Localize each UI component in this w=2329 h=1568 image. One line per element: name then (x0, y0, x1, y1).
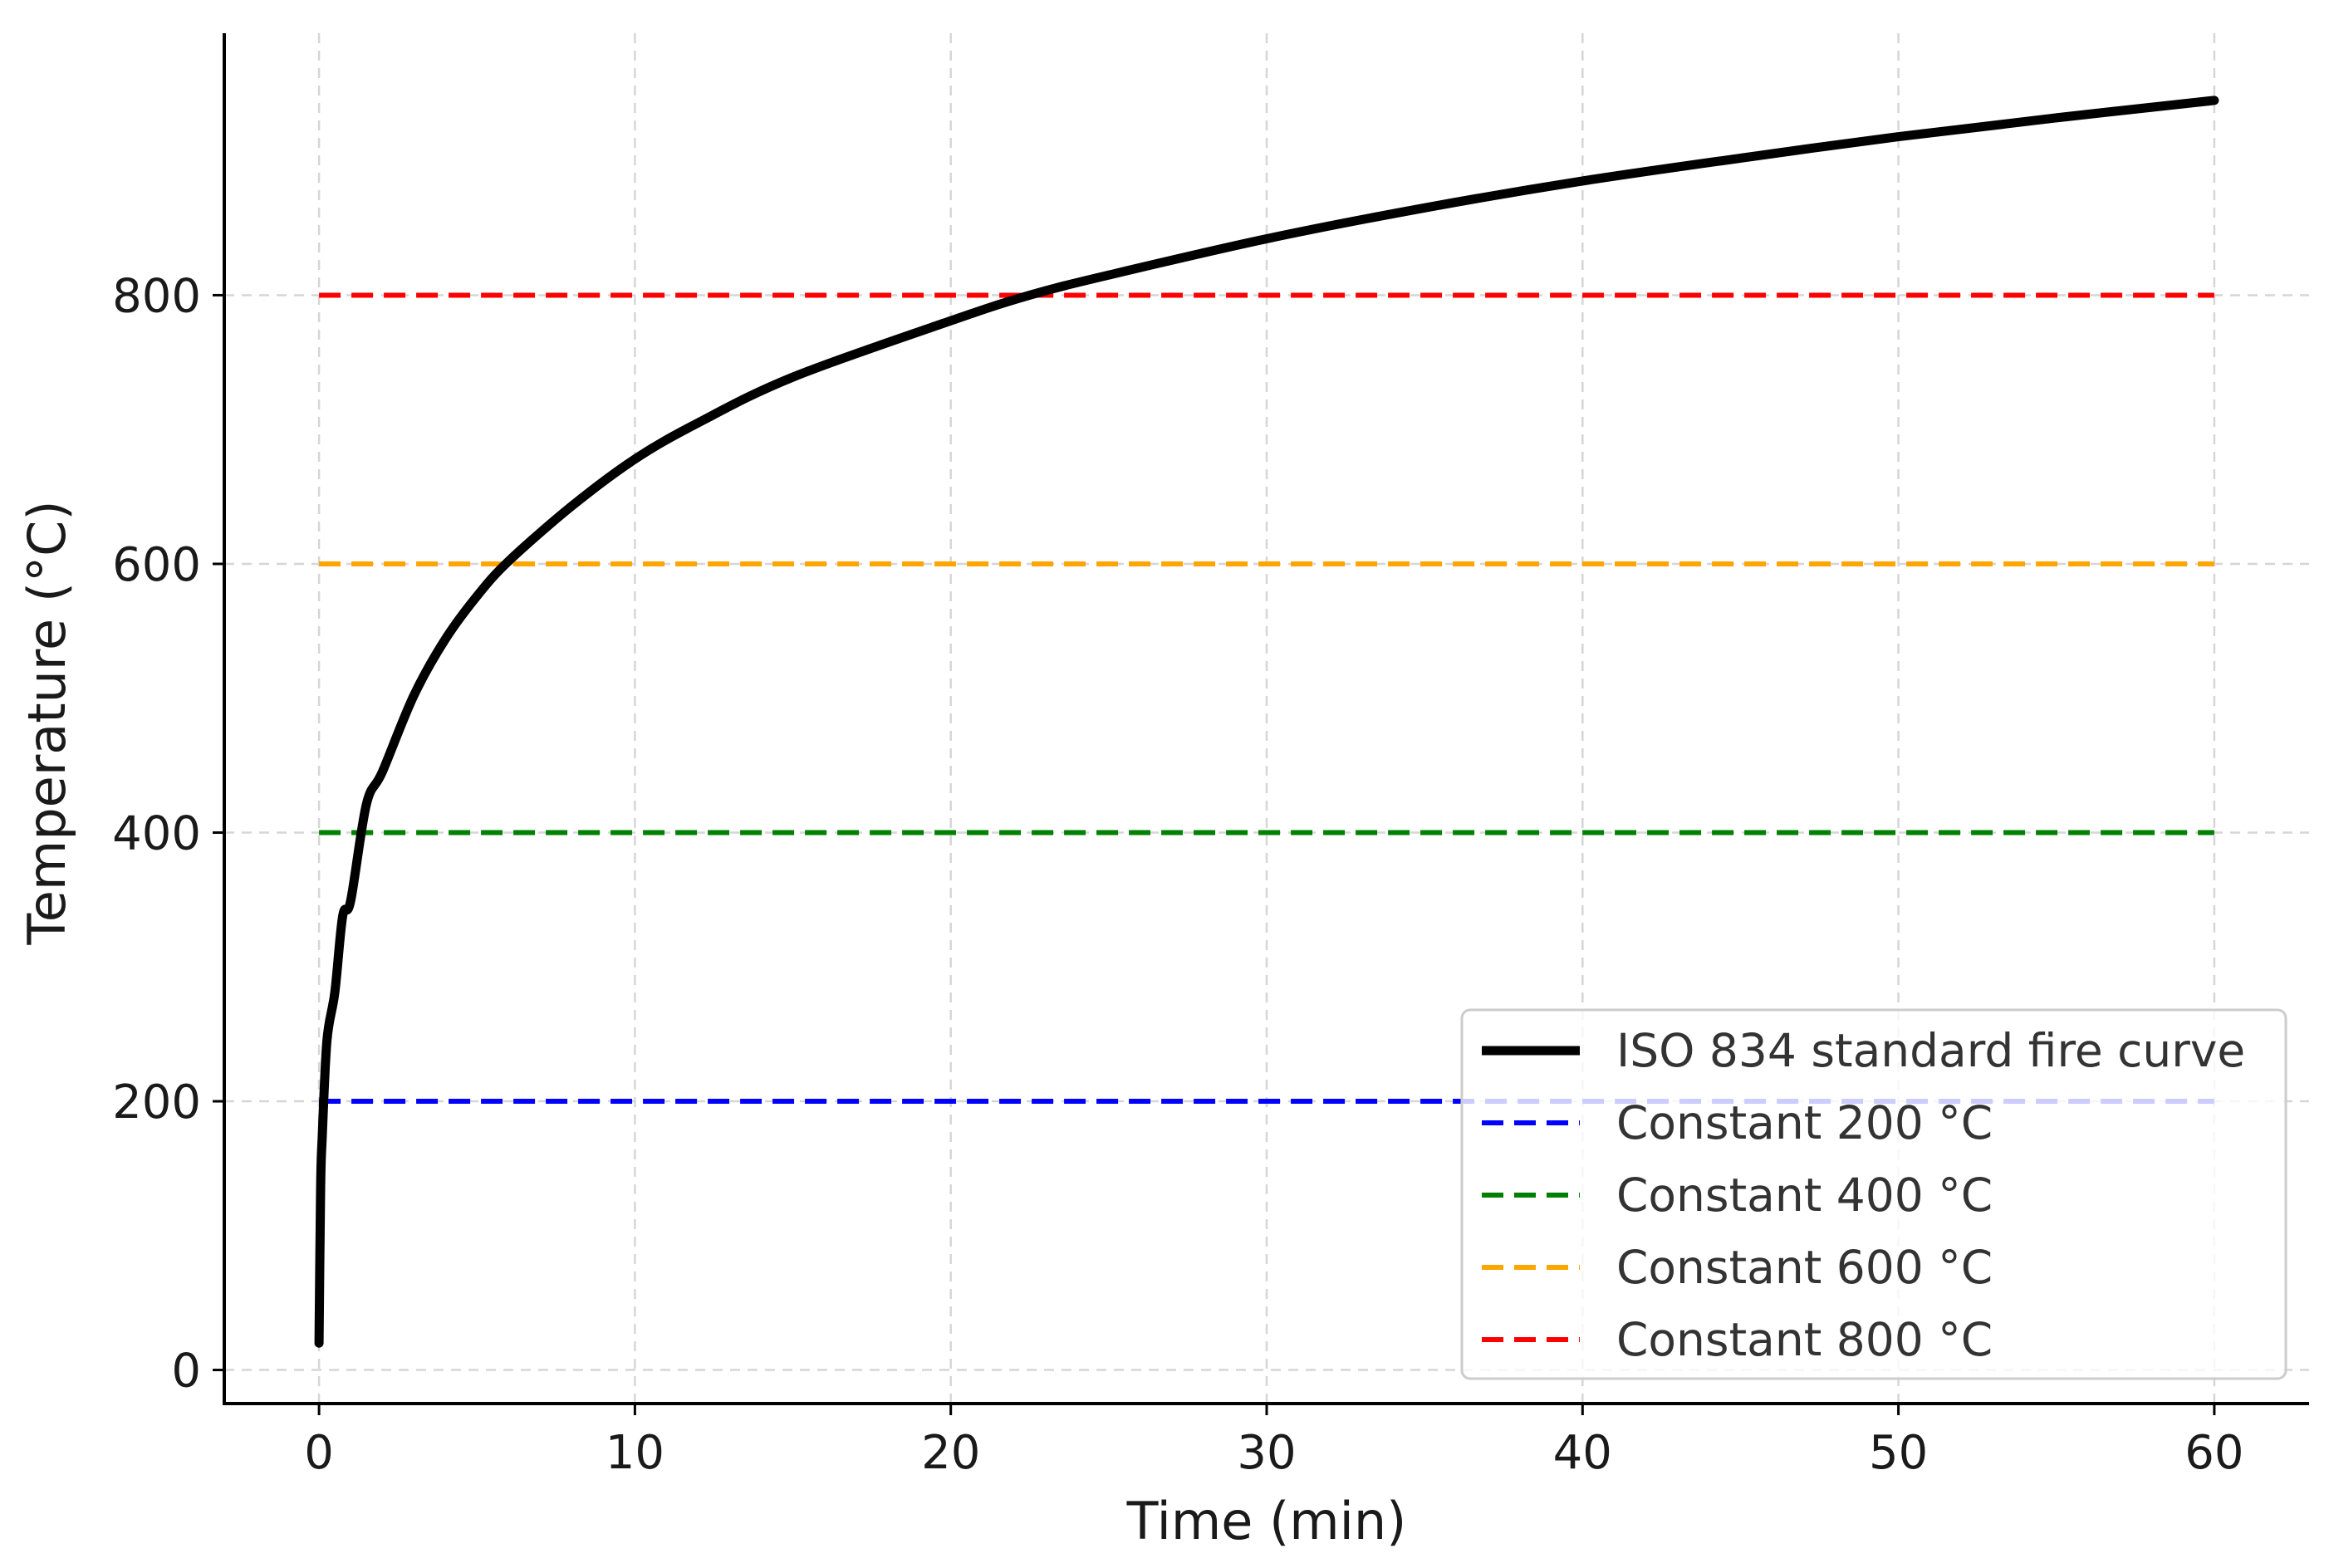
x-tick-label: 20 (921, 1426, 980, 1480)
iso-834-fire-curve (314, 96, 2219, 1348)
legend-frame (1460, 1008, 2287, 1380)
x-axis-title: Time (min) (1126, 1491, 1407, 1551)
legend-label: Constant 800 °C (1616, 1313, 1993, 1366)
legend-label: Constant 400 °C (1616, 1169, 1993, 1222)
legend-entries: ISO 834 standard fire curve Constant 200 … (1482, 1024, 2245, 1366)
y-tick-label: 0 (171, 1345, 201, 1399)
legend-label: ISO 834 standard fire curve (1616, 1024, 2245, 1077)
x-tick-label: 40 (1553, 1426, 1612, 1480)
x-tick-label: 30 (1237, 1426, 1296, 1480)
legend: ISO 834 standard fire curve Constant 200 … (1460, 1008, 2287, 1380)
plot-series (314, 96, 2219, 1348)
y-tick-label: 800 (112, 269, 201, 323)
y-axis-title: Temperature (°C) (17, 500, 77, 945)
legend-label: Constant 600 °C (1616, 1241, 1993, 1294)
x-tick-label: 50 (1869, 1426, 1928, 1480)
y-tick-label: 400 (112, 807, 201, 861)
x-tick-label: 0 (304, 1426, 334, 1480)
y-tick-label: 200 (112, 1076, 201, 1129)
x-tick-label: 10 (606, 1426, 664, 1480)
x-tick-label: 60 (2184, 1426, 2243, 1480)
legend-label: Constant 200 °C (1616, 1096, 1993, 1149)
y-tick-label: 600 (112, 538, 201, 592)
grid (224, 33, 2309, 1404)
